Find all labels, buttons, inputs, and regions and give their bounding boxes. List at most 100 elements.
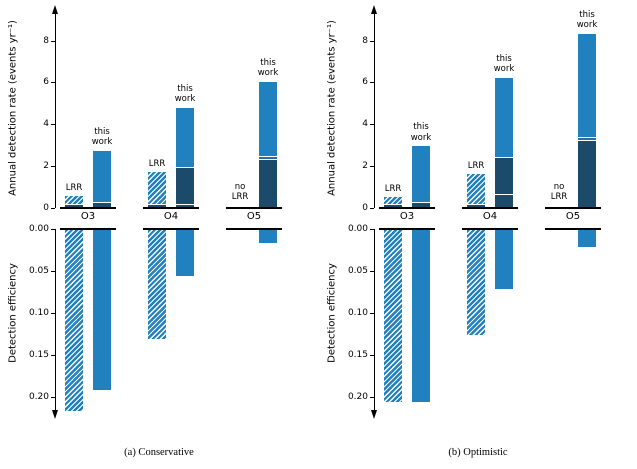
this-work-label: this work xyxy=(493,53,515,74)
this-work-rate-bar xyxy=(578,33,596,207)
efficiency-tick xyxy=(370,312,374,314)
category-label: O5 xyxy=(565,211,581,222)
efficiency-axis-down-arrow-icon xyxy=(52,410,58,419)
rate-tick-label: 0 xyxy=(43,202,49,213)
this-work-efficiency-bar xyxy=(495,230,513,289)
lrr-label: LRR xyxy=(148,158,166,169)
lrr-label: LRR xyxy=(65,183,83,194)
bar-segment xyxy=(412,146,430,202)
this-work-efficiency-bar xyxy=(176,230,194,277)
rate-tick-label: 6 xyxy=(43,77,49,88)
bar-segment xyxy=(259,158,277,207)
rate-tick xyxy=(370,165,374,167)
lrr-label: LRR xyxy=(467,160,485,171)
rate-tick xyxy=(51,165,55,167)
efficiency-baseline xyxy=(379,228,435,230)
no-lrr-label: no LRR xyxy=(231,182,249,203)
efficiency-tick xyxy=(51,354,55,356)
this-work-label: this work xyxy=(257,57,279,78)
efficiency-tick-label: 0.10 xyxy=(28,307,49,318)
lrr-label: LRR xyxy=(384,183,402,194)
efficiency-tick xyxy=(370,270,374,272)
bar-segment xyxy=(495,77,513,157)
efficiency-tick xyxy=(51,312,55,314)
efficiency-tick-label: 0.00 xyxy=(28,223,49,234)
efficiency-tick-label: 0.20 xyxy=(28,391,49,402)
bar-segment xyxy=(495,194,513,207)
rate-baseline xyxy=(545,207,601,209)
rate-axis-up-arrow-icon xyxy=(371,5,377,14)
efficiency-tick xyxy=(370,228,374,230)
bar-segment xyxy=(176,107,194,168)
efficiency-tick xyxy=(370,354,374,356)
this-work-label: this work xyxy=(410,122,432,143)
bar-segment xyxy=(65,196,83,205)
this-work-label: this work xyxy=(91,126,113,147)
efficiency-tick-label: 0.00 xyxy=(347,223,368,234)
panel-caption: (a) Conservative xyxy=(124,447,194,458)
this-work-efficiency-bar xyxy=(412,230,430,403)
rate-tick-label: 8 xyxy=(362,35,368,46)
bar-segment xyxy=(578,137,596,141)
rate-baseline xyxy=(60,207,116,209)
bar-segment xyxy=(176,167,194,204)
bar-segment xyxy=(495,156,513,195)
rate-tick-label: 4 xyxy=(43,119,49,129)
efficiency-tick-label: 0.20 xyxy=(347,391,368,402)
rate-tick-label: 2 xyxy=(362,160,368,171)
efficiency-tick-label: 0.15 xyxy=(28,349,49,360)
efficiency-tick xyxy=(51,270,55,272)
category-label: O4 xyxy=(482,211,498,222)
category-label: O3 xyxy=(80,211,96,222)
this-work-rate-bar xyxy=(259,81,277,207)
bar-segment xyxy=(467,203,485,207)
rate-baseline xyxy=(143,207,199,209)
bar-segment xyxy=(148,171,166,204)
bar-segment xyxy=(384,204,402,207)
bar-segment xyxy=(93,202,111,207)
rate-tick xyxy=(51,207,55,209)
efficiency-baseline xyxy=(462,228,518,230)
rate-baseline xyxy=(462,207,518,209)
rate-y-axis xyxy=(55,13,57,208)
rate-tick-label: 8 xyxy=(43,35,49,46)
panel-optimistic: Annual detection rate (events yr⁻¹) Detec… xyxy=(319,0,637,469)
efficiency-tick-label: 0.10 xyxy=(347,307,368,318)
rate-tick xyxy=(51,82,55,84)
lrr-rate-bar xyxy=(148,171,166,207)
rate-tick xyxy=(370,82,374,84)
bar-segment xyxy=(578,140,596,207)
lrr-rate-bar xyxy=(384,196,402,207)
this-work-label: this work xyxy=(576,9,598,30)
lrr-rate-bar xyxy=(467,173,485,207)
this-work-efficiency-bar xyxy=(259,230,277,243)
rate-tick-label: 2 xyxy=(43,160,49,171)
efficiency-tick xyxy=(51,396,55,398)
this-work-label: this work xyxy=(174,83,196,105)
rate-y-axis xyxy=(374,13,376,208)
category-label: O3 xyxy=(399,211,415,222)
this-work-rate-bar xyxy=(176,107,194,207)
efficiency-tick xyxy=(370,396,374,398)
lrr-efficiency-bar xyxy=(148,230,166,340)
bar-segment xyxy=(259,156,277,159)
bar-segment xyxy=(412,201,430,207)
rate-tick xyxy=(370,124,374,125)
efficiency-tick-label: 0.05 xyxy=(28,265,49,276)
efficiency-baseline xyxy=(143,228,199,230)
rate-tick xyxy=(51,40,55,42)
bar-segment xyxy=(93,150,111,203)
efficiency-tick-label: 0.05 xyxy=(347,265,368,276)
efficiency-baseline xyxy=(545,228,601,230)
rate-tick-label: 4 xyxy=(362,119,368,129)
this-work-efficiency-bar xyxy=(578,230,596,247)
efficiency-tick-label: 0.15 xyxy=(347,349,368,360)
bar-segment xyxy=(148,203,166,207)
rate-tick xyxy=(51,124,55,125)
rate-tick-label: 6 xyxy=(362,77,368,88)
rate-tick xyxy=(370,207,374,209)
bar-segment xyxy=(259,81,277,157)
rate-baseline xyxy=(226,207,282,209)
lrr-rate-bar xyxy=(65,196,83,207)
rate-tick xyxy=(370,40,374,42)
